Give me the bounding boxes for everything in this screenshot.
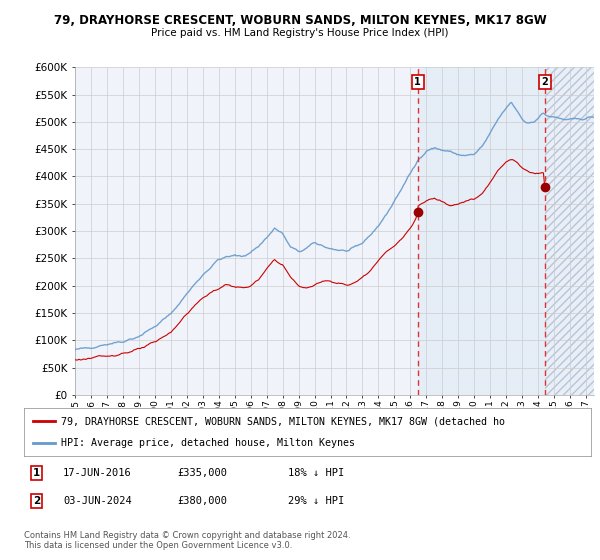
Text: 17-JUN-2016: 17-JUN-2016 <box>63 468 132 478</box>
Bar <box>545 67 594 395</box>
Text: 79, DRAYHORSE CRESCENT, WOBURN SANDS, MILTON KEYNES, MK17 8GW: 79, DRAYHORSE CRESCENT, WOBURN SANDS, MI… <box>53 14 547 27</box>
Text: HPI: Average price, detached house, Milton Keynes: HPI: Average price, detached house, Milt… <box>61 438 355 448</box>
Text: £380,000: £380,000 <box>177 496 227 506</box>
Text: 79, DRAYHORSE CRESCENT, WOBURN SANDS, MILTON KEYNES, MK17 8GW (detached ho: 79, DRAYHORSE CRESCENT, WOBURN SANDS, MI… <box>61 416 505 426</box>
Text: 18% ↓ HPI: 18% ↓ HPI <box>288 468 344 478</box>
Text: 03-JUN-2024: 03-JUN-2024 <box>63 496 132 506</box>
Text: 1: 1 <box>415 77 421 87</box>
Text: 2: 2 <box>541 77 548 87</box>
Text: £335,000: £335,000 <box>177 468 227 478</box>
Text: 2: 2 <box>33 496 40 506</box>
Text: 29% ↓ HPI: 29% ↓ HPI <box>288 496 344 506</box>
Bar <box>545 67 594 395</box>
Text: Contains HM Land Registry data © Crown copyright and database right 2024.
This d: Contains HM Land Registry data © Crown c… <box>24 530 350 550</box>
Text: 1: 1 <box>33 468 40 478</box>
Bar <box>418 67 545 395</box>
Text: Price paid vs. HM Land Registry's House Price Index (HPI): Price paid vs. HM Land Registry's House … <box>151 28 449 38</box>
